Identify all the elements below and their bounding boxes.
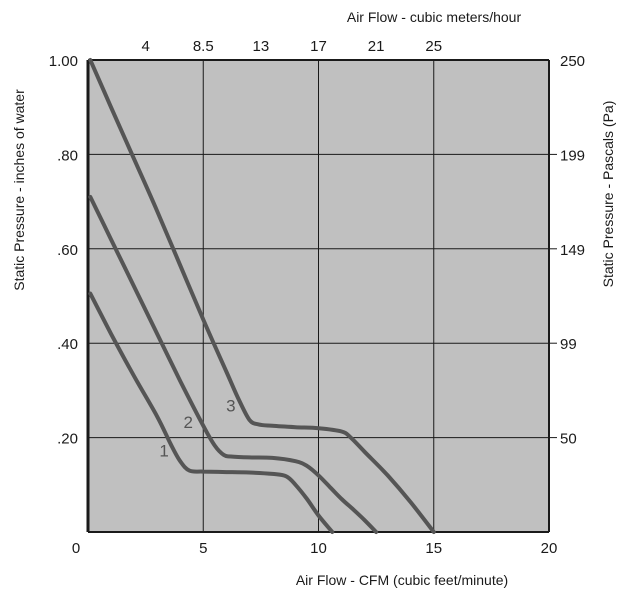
y-tick-label-left: 1.00	[49, 53, 78, 70]
x-tick-label: 15	[425, 540, 442, 557]
right-axis-title: Static Pressure - Pascals (Pa)	[600, 101, 616, 288]
left-axis-title: Static Pressure - inches of water	[11, 89, 27, 291]
y-tick-label-left: .20	[57, 431, 78, 448]
top-tick-label: 4	[141, 38, 149, 55]
curve-labels: 12 3	[159, 397, 235, 461]
top-tick-label: 21	[368, 38, 385, 55]
y-tick-label-right: 50	[560, 431, 577, 448]
top-tick-label: 8.5	[193, 38, 214, 55]
curve-lines	[88, 58, 436, 534]
top-tick-label: 13	[253, 38, 270, 55]
top-axis-title: Air Flow - cubic meters/hour	[347, 9, 522, 25]
y-tick-label-right: 149	[560, 242, 585, 259]
top-tick-label: 25	[425, 38, 442, 55]
bottom-axis-title: Air Flow - CFM (cubic feet/minute)	[296, 572, 508, 588]
curve-3-label: 3	[226, 397, 235, 416]
top-tick-label: 17	[310, 38, 327, 55]
curve-2-line	[88, 194, 379, 534]
y-tick-label-right: 99	[560, 336, 577, 353]
y-tick-label-left: .80	[57, 147, 78, 164]
y-tick-label-right: 199	[560, 147, 585, 164]
grid-lines	[86, 59, 557, 533]
curve-3-line	[88, 58, 436, 534]
x-tick-label: 0	[72, 540, 80, 557]
y-tick-label-right: 250	[560, 53, 585, 70]
tick-labels: 0 5 10 15 204 8.5 13 17 21 25.20.40.60.801.005099…	[49, 38, 585, 557]
x-tick-label: 5	[199, 540, 207, 557]
curve-1-label: 1	[159, 441, 168, 460]
x-tick-label: 20	[541, 540, 558, 557]
curve-1-line	[88, 291, 335, 534]
y-tick-label-left: .60	[57, 242, 78, 259]
curve-2-label: 2	[184, 413, 193, 432]
y-tick-label-left: .40	[57, 336, 78, 353]
x-tick-label: 10	[310, 540, 327, 557]
